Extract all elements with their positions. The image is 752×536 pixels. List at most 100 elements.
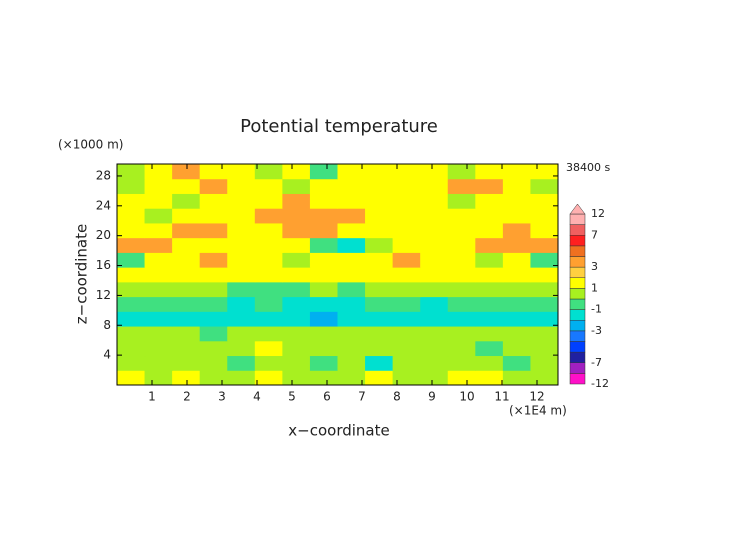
heat-cell xyxy=(447,178,476,194)
heat-cell xyxy=(309,222,338,239)
colorbar-swatch xyxy=(569,298,586,310)
x-tick-label: 7 xyxy=(358,390,366,404)
heat-cell xyxy=(337,252,366,268)
heat-cell xyxy=(337,267,366,283)
heat-cell xyxy=(172,267,201,283)
heat-cell xyxy=(117,252,146,268)
heat-cell xyxy=(530,296,559,312)
colorbar-label: 7 xyxy=(591,228,598,241)
heat-cell xyxy=(227,370,256,386)
heat-cell xyxy=(199,326,228,342)
heat-cell xyxy=(309,208,338,224)
heat-cell xyxy=(309,267,338,283)
heat-cell xyxy=(447,164,476,180)
heat-cell xyxy=(199,178,228,194)
y-tick-label: 28 xyxy=(96,168,111,182)
colorbar-label: -7 xyxy=(591,356,602,369)
heat-cell xyxy=(172,237,201,253)
heat-cell xyxy=(337,311,366,327)
heat-cell xyxy=(502,326,531,342)
heat-cell xyxy=(337,296,366,312)
heat-cell xyxy=(420,340,449,357)
colorbar-label: -1 xyxy=(591,303,602,316)
heat-cell xyxy=(365,370,394,386)
heat-cell xyxy=(227,355,256,371)
heat-cell xyxy=(172,340,201,357)
heat-cell xyxy=(282,222,311,239)
x-tick-label: 12 xyxy=(529,390,544,404)
heat-cell xyxy=(502,193,531,209)
heat-cell xyxy=(172,164,201,180)
heat-cell xyxy=(502,267,531,283)
heat-cell xyxy=(365,267,394,283)
heat-cell xyxy=(502,370,531,386)
heat-cell xyxy=(227,311,256,327)
heat-cell xyxy=(117,164,146,180)
heat-cell xyxy=(420,164,449,180)
heat-cell xyxy=(475,296,504,312)
heat-cell xyxy=(475,355,504,371)
heat-cell xyxy=(227,193,256,209)
heat-cell xyxy=(420,267,449,283)
heat-cell xyxy=(365,222,394,239)
heat-cell xyxy=(337,355,366,371)
colorbar-swatch xyxy=(569,320,586,332)
heat-cell xyxy=(475,237,504,253)
heat-cell xyxy=(309,340,338,357)
heat-cell xyxy=(144,370,173,386)
heat-cell xyxy=(254,208,283,224)
heat-cell xyxy=(309,355,338,371)
heat-cell xyxy=(227,281,256,298)
heat-cell xyxy=(282,355,311,371)
heat-cell xyxy=(227,208,256,224)
heat-cell xyxy=(117,311,146,327)
y-tick-label: 24 xyxy=(96,198,111,212)
heat-cell xyxy=(502,252,531,268)
heat-cell xyxy=(144,326,173,342)
heat-cell xyxy=(117,296,146,312)
heat-cell xyxy=(254,267,283,283)
heat-cell xyxy=(420,208,449,224)
heat-cell xyxy=(392,296,421,312)
heat-cell xyxy=(447,208,476,224)
colorbar-swatch xyxy=(569,288,586,300)
colorbar-swatch xyxy=(569,245,586,257)
heat-cell xyxy=(282,208,311,224)
x-unit: (×1E4 m) xyxy=(509,404,567,418)
y-tick-label: 20 xyxy=(96,228,111,242)
heat-cell xyxy=(447,193,476,209)
heat-cell xyxy=(475,193,504,209)
colorbar-swatch xyxy=(569,224,586,236)
colorbar-label: 3 xyxy=(591,260,598,273)
heat-cell xyxy=(530,252,559,268)
heat-cell xyxy=(144,164,173,180)
heat-cell xyxy=(172,326,201,342)
heat-cell xyxy=(420,355,449,371)
heat-cell xyxy=(254,296,283,312)
heat-cell xyxy=(309,370,338,386)
heat-cell xyxy=(420,178,449,194)
heat-cell xyxy=(227,267,256,283)
x-axis-label: x−coordinate xyxy=(288,422,389,440)
heat-cell xyxy=(447,370,476,386)
heat-cell xyxy=(392,281,421,298)
heat-cell xyxy=(254,340,283,357)
y-axis-label: z−coordinate xyxy=(73,224,91,324)
heat-cell xyxy=(199,222,228,239)
heat-cell xyxy=(199,355,228,371)
heat-cell xyxy=(254,355,283,371)
heat-cell xyxy=(199,267,228,283)
heat-cell xyxy=(199,164,228,180)
heat-cell xyxy=(530,281,559,298)
heat-cell xyxy=(337,164,366,180)
heat-cell xyxy=(199,208,228,224)
colorbar-label: 12 xyxy=(591,207,605,220)
heat-cell xyxy=(144,178,173,194)
colorbar-swatch xyxy=(569,235,586,247)
heat-cell xyxy=(309,326,338,342)
heat-cell xyxy=(227,326,256,342)
heat-cell xyxy=(337,178,366,194)
colorbar-swatch xyxy=(569,309,586,321)
heat-cell xyxy=(117,178,146,194)
heat-cell xyxy=(420,296,449,312)
